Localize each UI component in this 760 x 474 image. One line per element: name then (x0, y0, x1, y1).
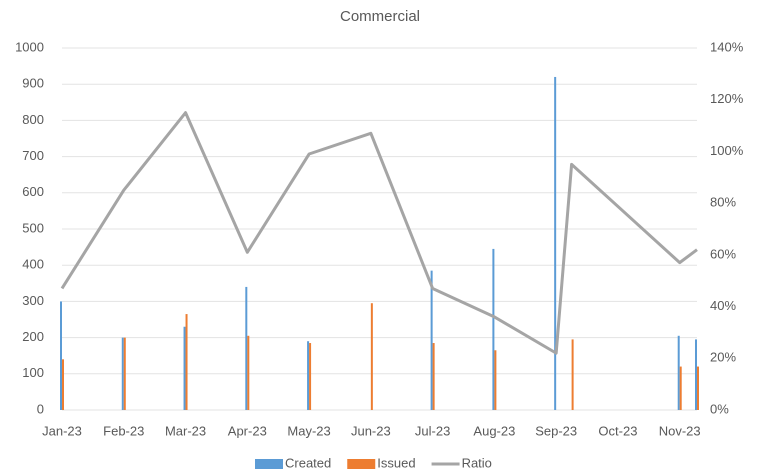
x-tick-label: May-23 (287, 423, 330, 438)
chart-title: Commercial (340, 8, 420, 25)
bar (697, 366, 699, 410)
bar (494, 350, 497, 410)
legend-swatch (347, 459, 376, 469)
y-tick-label: 900 (22, 76, 44, 91)
y-tick-label: 100 (22, 365, 44, 380)
bar (492, 248, 495, 410)
y-tick-label: 0 (37, 401, 44, 416)
bar (247, 335, 250, 410)
y-tick-label: 1000 (15, 39, 44, 54)
legend-label: Created (285, 455, 331, 470)
bar (183, 326, 186, 410)
y-tick-label: 300 (22, 293, 44, 308)
y-tick-label: 400 (22, 257, 44, 272)
ratio-line (60, 111, 698, 355)
bar (571, 339, 574, 410)
legend-swatch (255, 459, 283, 469)
bar (185, 314, 188, 410)
y2-tick-label: 0% (710, 401, 729, 416)
bar (60, 301, 62, 410)
y-tick-label: 700 (22, 148, 44, 163)
x-tick-label: Sep-23 (535, 423, 577, 438)
x-tick-label: Aug-23 (473, 423, 515, 438)
y-tick-label: 500 (22, 220, 44, 235)
bar (307, 341, 310, 410)
x-tick-label: Mar-23 (165, 423, 206, 438)
x-tick-label: Feb-23 (103, 423, 144, 438)
bar (554, 76, 557, 411)
x-tick-label: Jul-23 (415, 423, 450, 438)
x-tick-label: Jun-23 (351, 423, 391, 438)
bar (432, 343, 435, 410)
y2-tick-label: 100% (710, 143, 744, 158)
y2-tick-label: 60% (710, 246, 736, 261)
bar (62, 359, 64, 410)
bar (245, 286, 248, 410)
y2-tick-label: 20% (710, 350, 736, 365)
x-tick-label: Oct-23 (598, 423, 637, 438)
y2-tick-label: 140% (710, 39, 744, 54)
bar (695, 339, 697, 410)
x-tick-label: Jan-23 (42, 423, 82, 438)
bar (123, 337, 126, 410)
bar (430, 270, 433, 410)
y-tick-label: 200 (22, 329, 44, 344)
bar (370, 303, 373, 410)
y2-tick-label: 40% (710, 298, 736, 313)
bar (677, 335, 680, 410)
y2-tick-label: 80% (710, 195, 736, 210)
x-tick-label: Nov-23 (659, 423, 701, 438)
legend-label: Ratio (462, 455, 492, 470)
legend-label: Issued (377, 455, 415, 470)
x-tick-label: Apr-23 (228, 423, 267, 438)
y2-tick-label: 120% (710, 91, 744, 106)
bar (309, 343, 312, 410)
bar (121, 337, 124, 410)
y-tick-label: 600 (22, 184, 44, 199)
bar (679, 366, 682, 410)
y-tick-label: 800 (22, 112, 44, 127)
